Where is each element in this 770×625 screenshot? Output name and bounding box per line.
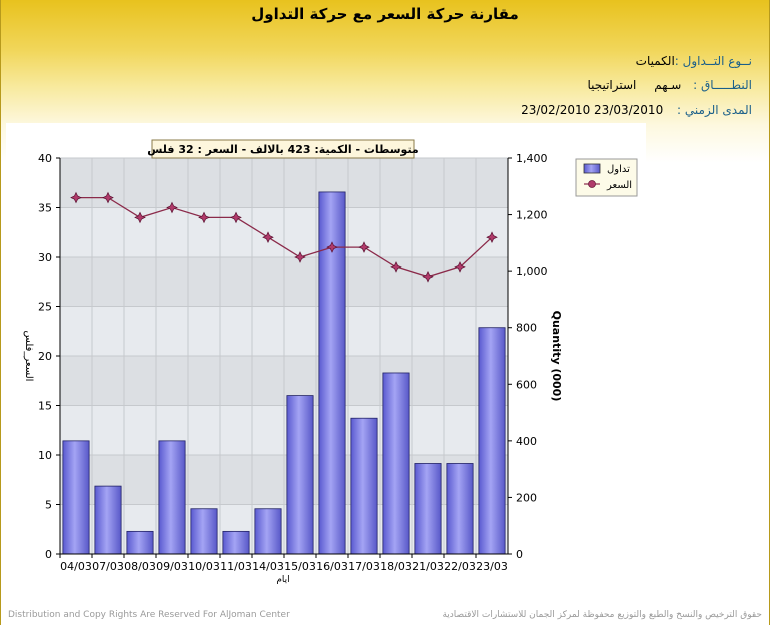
x-axis-label: ايام — [276, 575, 289, 585]
x-tick-label: 10/03 — [188, 560, 220, 573]
bar — [446, 463, 474, 555]
y-right-tick-label: 1,400 — [516, 152, 548, 165]
bar — [254, 508, 282, 555]
line-point — [198, 211, 210, 224]
line-point-marker — [230, 211, 242, 224]
line-point-marker — [166, 201, 178, 214]
y-left-tick-label: 25 — [38, 301, 52, 314]
line-point-marker — [134, 211, 146, 224]
y-right-tick-label: 800 — [516, 322, 537, 335]
bar — [190, 508, 218, 555]
line-point — [294, 251, 306, 263]
period-value: 23/02/2010 23/03/2010 — [521, 103, 664, 117]
left-border — [0, 0, 1, 625]
line-point — [326, 241, 338, 253]
line-point-marker — [102, 191, 114, 204]
line-point-marker — [198, 211, 210, 224]
x-tick-label: 15/03 — [284, 560, 316, 573]
bar — [414, 463, 442, 555]
legend: تداول السعر — [575, 158, 638, 197]
scope-label: النطـــــاق : — [693, 78, 752, 92]
line-point — [422, 270, 434, 283]
footer-left: Distribution and Copy Rights Are Reserve… — [8, 610, 290, 620]
line-point — [358, 241, 370, 253]
period-label: المدى الزمني : — [677, 103, 752, 117]
line-point-marker — [262, 231, 274, 244]
x-tick-label: 07/03 — [92, 560, 124, 573]
line-point-marker — [70, 191, 82, 204]
line-point-marker — [454, 261, 466, 273]
y-right-tick-label: 400 — [516, 435, 537, 448]
y-left-tick-label: 35 — [38, 202, 52, 215]
y-right-tick-label: 200 — [516, 491, 537, 504]
bar — [126, 530, 154, 555]
bar — [350, 417, 378, 555]
bar — [158, 440, 186, 555]
bar — [62, 440, 90, 555]
price-line — [76, 196, 493, 278]
bar — [382, 372, 410, 555]
line-point-marker — [486, 231, 498, 244]
chart-title: متوسطات - الكمية: 423 بالالف - السعر : 3… — [147, 143, 419, 156]
line-point-marker — [358, 241, 370, 253]
y-right-tick-label: 1,000 — [516, 265, 548, 278]
y-left-tick-label: 10 — [38, 449, 52, 462]
line-point-marker — [390, 261, 402, 273]
line-point — [166, 201, 178, 214]
y-left-tick-label: 5 — [45, 499, 52, 512]
x-tick-label: 09/03 — [156, 560, 188, 573]
footer-right: حقوق الترخيص والنسخ والطبع والتوزيع محفو… — [442, 610, 762, 620]
line-point — [134, 211, 146, 224]
y-left-tick-label: 15 — [38, 400, 52, 413]
line-point-marker — [294, 251, 306, 263]
page-title: مقارنة حركة السعر مع حركة التداول — [251, 5, 519, 23]
y-axis-right-label: Quantity (000) — [550, 311, 563, 402]
legend-bar-swatch — [583, 163, 601, 174]
trade-type-label: نــوع التــداول : — [674, 54, 752, 68]
line-point — [486, 231, 498, 244]
line-point-marker — [326, 241, 338, 253]
trade-type-value: الكميات — [635, 54, 675, 68]
y-right-tick-label: 600 — [516, 378, 537, 391]
bar — [222, 530, 250, 555]
legend-line-label: السعر — [606, 180, 632, 191]
scope-value-2: استراتيجيا — [587, 78, 637, 92]
x-tick-label: 21/03 — [412, 560, 444, 573]
line-point — [390, 261, 402, 273]
bar — [478, 327, 506, 555]
y-right-tick-label: 0 — [516, 548, 523, 561]
chart-title-box — [151, 139, 415, 159]
y-left-tick-label: 30 — [38, 251, 52, 264]
line-point-marker — [422, 270, 434, 283]
y-left-tick-label: 20 — [38, 350, 52, 363]
y-left-tick-label: 0 — [45, 548, 52, 561]
y-right-tick-label: 1,200 — [516, 209, 548, 222]
line-point — [102, 191, 114, 204]
x-tick-label: 18/03 — [380, 560, 412, 573]
x-tick-label: 11/03 — [220, 560, 252, 573]
line-point — [454, 261, 466, 273]
trade-type-row: نــوع التــداول :الكميات — [636, 54, 752, 68]
x-tick-label: 16/03 — [316, 560, 348, 573]
period-row: المدى الزمني : 23/02/2010 23/03/2010 — [521, 103, 752, 117]
x-tick-label: 14/03 — [252, 560, 284, 573]
line-point — [262, 231, 274, 244]
bar — [94, 485, 122, 555]
legend-line-marker — [588, 180, 596, 188]
x-tick-label: 17/03 — [348, 560, 380, 573]
y-axis-left-label: السعر_فلس — [23, 331, 34, 382]
bar — [286, 395, 314, 555]
x-tick-label: 08/03 — [124, 560, 156, 573]
y-left-tick-label: 40 — [38, 152, 52, 165]
scope-value-1: سـهم — [654, 78, 682, 92]
line-point — [230, 211, 242, 224]
x-tick-label: 23/03 — [476, 560, 508, 573]
legend-bar-label: تداول — [607, 164, 630, 175]
x-tick-label: 04/03 — [60, 560, 92, 573]
scope-row: النطـــــاق : سـهم استراتيجيا — [587, 78, 752, 92]
x-tick-label: 22/03 — [444, 560, 476, 573]
line-point — [70, 191, 82, 204]
